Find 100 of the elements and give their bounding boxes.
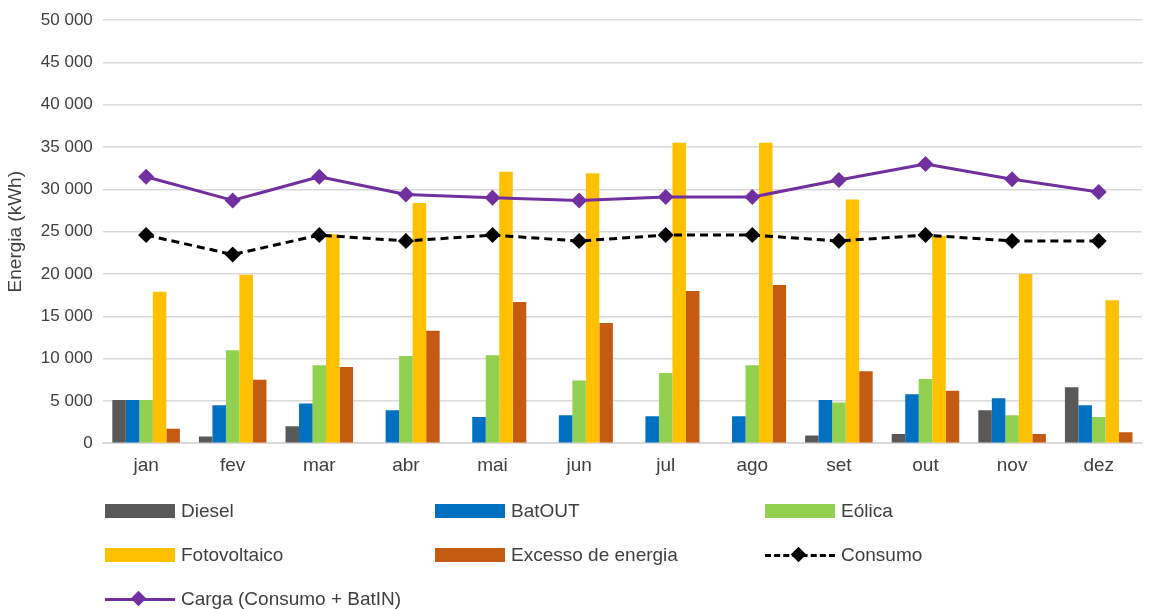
- bar: [978, 410, 992, 443]
- point: [138, 168, 155, 185]
- bar: [685, 290, 700, 443]
- point: [484, 189, 501, 206]
- bar: [285, 426, 300, 443]
- bar: [585, 173, 600, 443]
- y-tick-label: 15 000: [40, 305, 93, 325]
- bar: [945, 390, 960, 443]
- bar: [385, 410, 400, 443]
- bar: [139, 400, 153, 443]
- bar: [512, 301, 527, 443]
- point: [830, 172, 847, 189]
- bar: [745, 365, 760, 443]
- point: [1004, 171, 1021, 188]
- y-tick-label: 35 000: [40, 136, 93, 156]
- bar: [645, 416, 659, 443]
- bar: [1118, 432, 1133, 443]
- point: [830, 233, 847, 250]
- bar: [299, 403, 313, 443]
- y-tick-label: 45 000: [40, 52, 93, 72]
- bar: [399, 356, 413, 443]
- bar: [125, 400, 140, 443]
- point: [1090, 233, 1107, 250]
- bar: [252, 379, 267, 443]
- bar: [832, 402, 846, 443]
- bar: [672, 142, 686, 443]
- bar: [485, 355, 500, 443]
- bar: [312, 365, 327, 443]
- bar: [572, 380, 586, 443]
- bar: [1032, 433, 1046, 443]
- point: [224, 192, 241, 209]
- x-tick-label: jan: [132, 453, 159, 475]
- bar: [991, 398, 1006, 443]
- y-tick-label: 25 000: [40, 221, 93, 241]
- point: [571, 192, 588, 209]
- bar: [198, 436, 213, 443]
- bar: [1078, 405, 1092, 443]
- bar: [152, 291, 167, 443]
- x-tick-label: jun: [565, 453, 592, 475]
- bar: [412, 202, 427, 443]
- bar: [499, 171, 513, 443]
- bar: [1018, 274, 1033, 443]
- legend-label: BatOUT: [511, 500, 580, 522]
- bar: [658, 372, 673, 443]
- bar: [339, 367, 354, 443]
- y-tick-label: 40 000: [40, 94, 93, 114]
- x-tick-label: dez: [1083, 453, 1115, 475]
- x-tick-label: out: [912, 453, 940, 475]
- x-tick-label: abr: [392, 453, 421, 475]
- x-tick-label: jul: [655, 453, 676, 475]
- bar: [1064, 387, 1079, 443]
- point: [397, 186, 414, 203]
- point: [571, 233, 588, 250]
- bar: [759, 142, 773, 443]
- x-tick-label: ago: [736, 453, 769, 475]
- x-tick-label: mai: [477, 453, 508, 475]
- bar: [932, 235, 946, 443]
- bar: [1105, 300, 1119, 443]
- point: [224, 246, 241, 263]
- bar: [805, 435, 819, 443]
- legend-label: Carga (Consumo + BatIN): [181, 588, 402, 609]
- bar: [472, 416, 486, 443]
- bar: [905, 394, 919, 443]
- point: [1090, 183, 1107, 200]
- legend-label: Diesel: [181, 500, 234, 522]
- bar: [166, 428, 180, 443]
- y-tick-label: 30 000: [40, 179, 93, 199]
- legend-label: Fotovoltaico: [181, 544, 284, 566]
- bar: [558, 415, 573, 443]
- y-tick-label: 20 000: [40, 263, 93, 283]
- x-tick-label: nov: [996, 453, 1028, 475]
- bar: [426, 330, 440, 443]
- point: [744, 189, 761, 206]
- legend-label: Consumo: [841, 544, 923, 566]
- point: [311, 168, 328, 185]
- y-tick-label: 50 000: [40, 9, 93, 29]
- bar: [859, 371, 873, 443]
- bar: [212, 405, 226, 443]
- bar: [918, 378, 933, 443]
- bar: [732, 416, 746, 443]
- point: [917, 227, 934, 244]
- bar: [772, 285, 787, 443]
- point: [744, 227, 761, 244]
- bar: [891, 433, 906, 443]
- bar: [1005, 415, 1019, 443]
- legend-label: Excesso de energia: [511, 544, 678, 566]
- bar: [818, 400, 833, 443]
- y-axis-title: Energia (kWh): [3, 170, 25, 293]
- point: [657, 189, 674, 206]
- x-tick-label: fev: [220, 453, 246, 475]
- y-tick-label: 5 000: [50, 390, 93, 410]
- legend-label: Eólica: [841, 500, 893, 522]
- point: [311, 227, 328, 244]
- x-tick-label: set: [826, 453, 853, 475]
- x-tick-label: mar: [302, 453, 337, 475]
- bar: [225, 350, 240, 443]
- point: [138, 227, 155, 244]
- y-tick-label: 10 000: [40, 348, 93, 368]
- y-tick-label: 0: [83, 432, 93, 452]
- bar: [845, 199, 860, 443]
